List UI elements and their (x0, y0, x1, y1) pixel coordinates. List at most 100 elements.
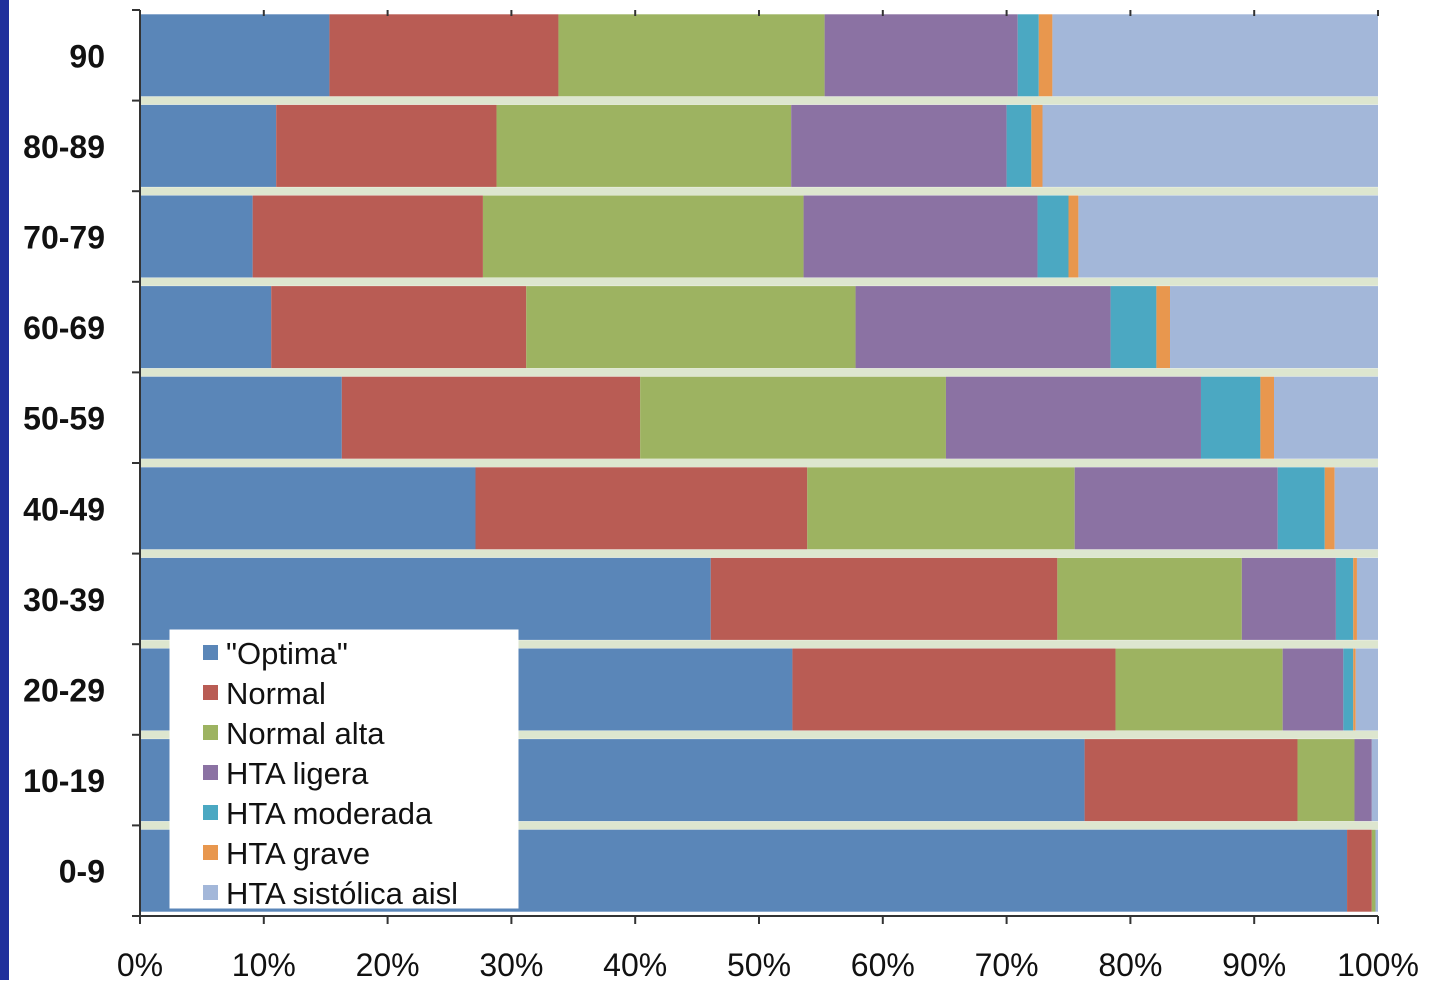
bar-segment (1335, 557, 1354, 640)
bar-segment (1241, 557, 1336, 640)
x-tick-label: 40% (603, 947, 667, 980)
bar-segment (475, 467, 808, 550)
bar-segment (1277, 467, 1325, 550)
bar-segment (140, 467, 476, 550)
legend-box (169, 629, 519, 909)
x-tick-label: 20% (356, 947, 420, 980)
bar-segment (482, 195, 804, 278)
bar-segment (791, 104, 1007, 187)
legend-swatch (203, 765, 218, 780)
legend-swatch (203, 845, 218, 860)
legend-label: HTA moderada (226, 796, 433, 831)
separator-band (140, 459, 1378, 467)
separator-band (140, 96, 1378, 105)
bar-segment (1052, 14, 1378, 97)
bar-segment (640, 376, 946, 459)
bar-segment (1282, 648, 1344, 731)
bar-segment (855, 286, 1111, 369)
x-tick-labels: 0% 10% 20% 30% 40% 50% 60% 70% 80% 90% 100% (117, 947, 1419, 983)
separator-band (140, 549, 1378, 558)
y-tick-label: 70-79 (23, 220, 105, 256)
x-tick-label: 100% (1337, 947, 1419, 980)
bar-segment (140, 286, 272, 369)
bar-segment (1170, 286, 1378, 369)
y-tick-label: 90 (69, 38, 105, 74)
bar-segment (496, 104, 792, 187)
bar-segment (1356, 557, 1378, 640)
bar-segment (1068, 195, 1079, 278)
bar-segment (1031, 104, 1043, 187)
separator-band (140, 821, 1378, 830)
bar-segment (1084, 739, 1298, 822)
bar-segment (1038, 14, 1053, 97)
bar-segment (271, 286, 527, 369)
bar-segment (1355, 648, 1378, 731)
x-tick-label: 80% (1098, 947, 1162, 980)
bar-segment (1371, 739, 1378, 822)
y-tick-label: 50-59 (23, 401, 105, 437)
y-tick-label: 80-89 (23, 129, 105, 165)
separator-band (140, 187, 1378, 196)
bar-segment (1057, 557, 1242, 640)
bar-segment (1037, 195, 1069, 278)
bar-segment (1042, 104, 1378, 187)
bar-segment (140, 195, 253, 278)
y-tick-labels: 90 80-89 70-79 60-69 50-59 40-49 30-39 20-29 10-… (23, 38, 105, 889)
y-tick-label: 0-9 (59, 854, 105, 890)
y-tick-label: 30-39 (23, 582, 105, 618)
legend-label: Normal (226, 676, 326, 711)
legend-swatch (203, 645, 218, 660)
slide-left-border (0, 0, 9, 980)
bar-segment (1115, 648, 1283, 731)
bar-segment (1324, 467, 1335, 550)
x-tick-label: 0% (117, 947, 163, 980)
legend-swatch (203, 885, 218, 900)
bar-segment (140, 376, 342, 459)
bar-segment (140, 104, 277, 187)
bar-segment (1078, 195, 1378, 278)
bar-segment (526, 286, 856, 369)
x-tick-label: 90% (1222, 947, 1286, 980)
bar-segment (824, 14, 1018, 97)
x-tick-label: 50% (727, 947, 791, 980)
bar-segment (1353, 648, 1356, 731)
y-tick-label: 60-69 (23, 310, 105, 346)
separator-band (140, 730, 1378, 739)
separator-band (140, 368, 1378, 377)
bar-segment (1074, 467, 1278, 550)
separator-band (140, 640, 1378, 649)
separator-band (140, 277, 1378, 286)
bar-segment (140, 14, 330, 97)
bar-segment (341, 376, 641, 459)
legend-swatch (203, 805, 218, 820)
legend-swatch (203, 685, 218, 700)
category-separator-bands (140, 96, 1378, 830)
bar-segment (1017, 14, 1039, 97)
bar-segment (1006, 104, 1032, 187)
bar-segment (710, 557, 1058, 640)
bar-segment (1156, 286, 1171, 369)
legend: "Optima" Normal Normal alta HTA ligera HTA m… (169, 629, 519, 911)
bar-segment (1334, 467, 1378, 550)
y-tick-label: 40-49 (23, 491, 105, 527)
x-tick-label: 30% (479, 947, 543, 980)
legend-label: HTA sistólica aisl (226, 876, 458, 911)
bar-segment (1260, 376, 1275, 459)
bar-segment (1297, 739, 1355, 822)
legend-label: HTA grave (226, 836, 370, 871)
bar-segment (1353, 557, 1357, 640)
legend-label: Normal alta (226, 716, 385, 751)
bar-segment (1347, 829, 1372, 912)
bar-segment (1110, 286, 1157, 369)
bar-segment (807, 467, 1075, 550)
axes (132, 9, 1379, 924)
bar-segment (558, 14, 825, 97)
x-tick-label: 10% (232, 947, 296, 980)
bar-segment (1354, 739, 1372, 822)
bar-segment (803, 195, 1038, 278)
legend-swatch (203, 725, 218, 740)
x-tick-label: 70% (975, 947, 1039, 980)
bar-segment (1200, 376, 1261, 459)
